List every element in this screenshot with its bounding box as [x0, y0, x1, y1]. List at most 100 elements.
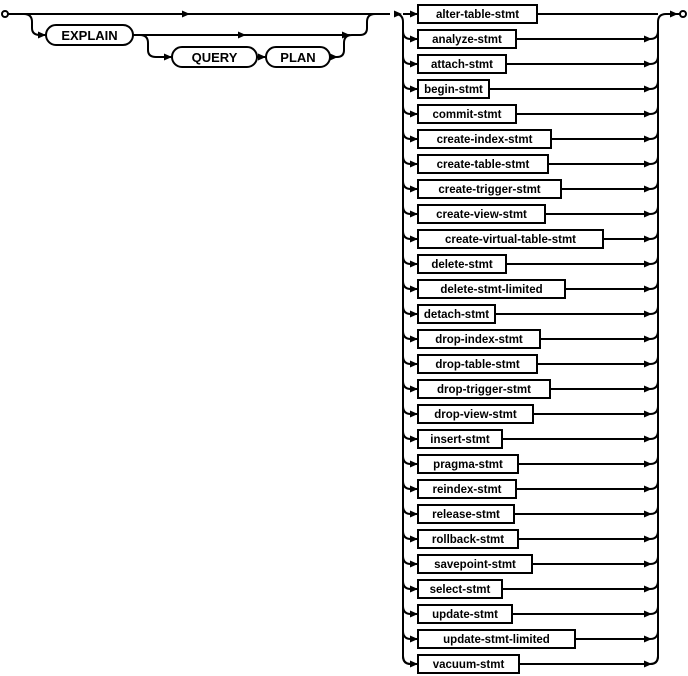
statement-label: delete-stmt-limited — [440, 284, 542, 296]
branch-line — [545, 205, 659, 215]
statement-label: delete-stmt — [431, 259, 493, 271]
arrow-icon — [164, 53, 172, 61]
statement-label: begin-stmt — [424, 84, 483, 96]
statement-box-vacuum-stmt[interactable] — [417, 654, 520, 674]
branch-line — [402, 455, 418, 465]
branch-line — [516, 480, 659, 490]
statement-box-release-stmt[interactable] — [417, 504, 515, 524]
end-terminal — [679, 10, 687, 18]
statement-label: release-stmt — [432, 509, 500, 521]
statement-box-drop-view-stmt[interactable] — [417, 404, 534, 424]
statement-label: create-table-stmt — [437, 159, 530, 171]
statement-label: create-trigger-stmt — [438, 184, 540, 196]
statement-label: update-stmt — [432, 609, 498, 621]
branch-line — [502, 430, 659, 440]
branch-line — [402, 430, 418, 440]
statement-box-drop-trigger-stmt[interactable] — [417, 379, 551, 399]
statement-label: vacuum-stmt — [433, 659, 505, 671]
branch-line — [502, 580, 659, 590]
statement-label: create-view-stmt — [436, 209, 527, 221]
statement-label: drop-table-stmt — [435, 359, 520, 371]
branch-line — [402, 280, 418, 290]
branch-line — [402, 205, 418, 215]
statement-box-detach-stmt[interactable] — [417, 304, 496, 324]
statement-label: drop-view-stmt — [434, 409, 517, 421]
branch-line — [402, 505, 418, 515]
statement-label: select-stmt — [430, 584, 491, 596]
statement-box-insert-stmt[interactable] — [417, 429, 503, 449]
statement-label: update-stmt-limited — [443, 634, 550, 646]
statement-box-create-view-stmt[interactable] — [417, 204, 546, 224]
statement-box-alter-table-stmt[interactable] — [417, 4, 538, 24]
branch-line — [402, 30, 418, 40]
branch-line — [402, 405, 418, 415]
branch-line — [512, 605, 659, 615]
statement-label: drop-trigger-stmt — [437, 384, 531, 396]
statement-box-select-stmt[interactable] — [417, 579, 503, 599]
statement-box-delete-stmt-limited[interactable] — [417, 279, 566, 299]
arrow-icon — [182, 10, 190, 18]
branch-line — [402, 380, 418, 390]
statement-label: drop-index-stmt — [435, 334, 523, 346]
statement-box-create-table-stmt[interactable] — [417, 154, 549, 174]
branch-line — [537, 355, 659, 365]
statement-box-drop-index-stmt[interactable] — [417, 329, 541, 349]
branch-line — [402, 655, 418, 665]
branch-line — [533, 405, 659, 415]
branch-line — [603, 230, 659, 240]
statement-label: attach-stmt — [431, 59, 493, 71]
statement-box-commit-stmt[interactable] — [417, 104, 517, 124]
branch-line — [402, 555, 418, 565]
statement-label: analyze-stmt — [432, 34, 502, 46]
statement-box-begin-stmt[interactable] — [417, 79, 490, 99]
statement-box-create-index-stmt[interactable] — [417, 129, 552, 149]
arrow-icon — [330, 53, 338, 61]
branch-line — [561, 180, 659, 190]
statement-box-rollback-stmt[interactable] — [417, 529, 519, 549]
branch-line — [402, 355, 418, 365]
branch-line — [402, 305, 418, 315]
branch-line — [518, 455, 659, 465]
arrow-icon — [342, 31, 350, 39]
branch-line — [495, 305, 659, 315]
statement-box-delete-stmt[interactable] — [417, 254, 507, 274]
branch-line — [506, 55, 659, 65]
statement-box-create-trigger-stmt[interactable] — [417, 179, 562, 199]
statement-box-reindex-stmt[interactable] — [417, 479, 517, 499]
branch-line — [402, 605, 418, 615]
keyword-explain-label: EXPLAIN — [61, 28, 117, 43]
statement-label: alter-table-stmt — [436, 9, 519, 21]
statement-box-analyze-stmt[interactable] — [417, 29, 517, 49]
branch-line — [402, 55, 418, 65]
keyword-plan-label: PLAN — [280, 50, 315, 65]
branch-line — [565, 280, 659, 290]
branch-line — [519, 655, 659, 665]
arrow-icon — [38, 31, 46, 39]
statement-box-drop-table-stmt[interactable] — [417, 354, 538, 374]
branch-line — [514, 505, 659, 515]
statement-label: create-virtual-table-stmt — [445, 234, 576, 246]
arrow-icon — [258, 53, 266, 61]
statement-label: insert-stmt — [430, 434, 490, 446]
statement-label: reindex-stmt — [432, 484, 501, 496]
statement-label: create-index-stmt — [437, 134, 533, 146]
statement-label: pragma-stmt — [433, 459, 503, 471]
branch-line — [516, 105, 659, 115]
statement-box-pragma-stmt[interactable] — [417, 454, 519, 474]
statement-box-savepoint-stmt[interactable] — [417, 554, 533, 574]
branch-line — [551, 130, 659, 140]
statement-box-attach-stmt[interactable] — [417, 54, 507, 74]
branch-line — [402, 155, 418, 165]
branch-line — [518, 530, 659, 540]
statement-box-update-stmt[interactable] — [417, 604, 513, 624]
branch-line — [402, 230, 418, 240]
branch-line — [532, 555, 659, 565]
branch-line — [402, 105, 418, 115]
branch-line — [506, 255, 659, 265]
statement-box-update-stmt-limited[interactable] — [417, 629, 576, 649]
statement-label: detach-stmt — [424, 309, 489, 321]
branch-line — [402, 180, 418, 190]
statement-box-create-virtual-table-stmt[interactable] — [417, 229, 604, 249]
branch-line — [489, 80, 659, 90]
